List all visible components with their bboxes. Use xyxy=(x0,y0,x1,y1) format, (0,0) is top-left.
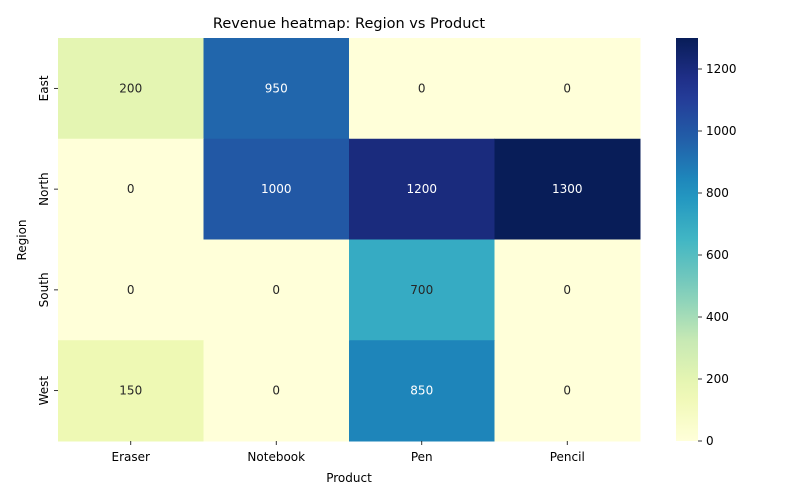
cell-south-notebook xyxy=(203,239,350,341)
cell-north-eraser xyxy=(58,138,204,240)
x-tick-label: Pen xyxy=(411,450,433,464)
cell-value-label: 1000 xyxy=(261,182,292,196)
chart-title: Revenue heatmap: Region vs Product xyxy=(213,16,486,32)
cell-value-label: 1300 xyxy=(552,182,583,196)
x-tick-label: Eraser xyxy=(112,450,151,464)
cell-value-label: 150 xyxy=(119,384,142,398)
cell-value-label: 0 xyxy=(127,182,135,196)
cell-north-pencil xyxy=(494,138,641,240)
cell-value-label: 0 xyxy=(272,384,280,398)
cell-value-label: 850 xyxy=(410,384,433,398)
cell-value-label: 0 xyxy=(127,283,135,297)
heatmap-cells xyxy=(58,38,641,442)
cell-value-label: 0 xyxy=(563,81,571,95)
y-axis-label: Region xyxy=(15,219,29,260)
cell-west-pen xyxy=(349,340,495,442)
colorbar-tick-label: 800 xyxy=(706,186,729,200)
cell-north-notebook xyxy=(203,138,350,240)
colorbar: 0 200 400 600 800 1000 1200 xyxy=(676,38,737,448)
heatmap-cell-labels: 200 950 0 0 0 1000 1200 1300 0 0 700 0 150 0 850 0 xyxy=(119,81,582,397)
colorbar-tick-label: 0 xyxy=(706,434,714,448)
cell-west-eraser xyxy=(58,340,204,442)
colorbar-tick-label: 1200 xyxy=(706,62,737,76)
x-axis: Eraser Notebook Pen Pencil xyxy=(112,441,585,464)
y-tick-label: North xyxy=(37,172,51,206)
cell-south-pen xyxy=(349,239,495,341)
x-axis-label: Product xyxy=(326,471,372,485)
cell-value-label: 0 xyxy=(563,384,571,398)
cell-value-label: 950 xyxy=(265,81,288,95)
y-tick-label: South xyxy=(37,272,51,307)
colorbar-ticks: 0 200 400 600 800 1000 1200 xyxy=(698,62,737,448)
cell-north-pen xyxy=(349,138,495,240)
cell-value-label: 200 xyxy=(119,81,142,95)
cell-east-notebook xyxy=(203,38,350,140)
cell-east-pencil xyxy=(494,38,641,140)
colorbar-gradient xyxy=(676,38,698,441)
colorbar-tick-label: 1000 xyxy=(706,124,737,138)
cell-south-eraser xyxy=(58,239,204,341)
cell-value-label: 0 xyxy=(418,81,426,95)
y-axis: East North South West xyxy=(37,75,58,405)
cell-value-label: 1200 xyxy=(406,182,437,196)
colorbar-tick-label: 400 xyxy=(706,310,729,324)
cell-value-label: 0 xyxy=(272,283,280,297)
y-tick-label: West xyxy=(37,376,51,406)
x-tick-label: Notebook xyxy=(247,450,305,464)
cell-east-eraser xyxy=(58,38,204,140)
colorbar-tick-label: 200 xyxy=(706,372,729,386)
cell-east-pen xyxy=(349,38,495,140)
cell-value-label: 700 xyxy=(410,283,433,297)
y-tick-label: East xyxy=(37,75,51,101)
cell-value-label: 0 xyxy=(563,283,571,297)
x-tick-label: Pencil xyxy=(550,450,585,464)
cell-west-pencil xyxy=(494,340,641,442)
cell-south-pencil xyxy=(494,239,641,341)
cell-west-notebook xyxy=(203,340,350,442)
colorbar-tick-label: 600 xyxy=(706,248,729,262)
